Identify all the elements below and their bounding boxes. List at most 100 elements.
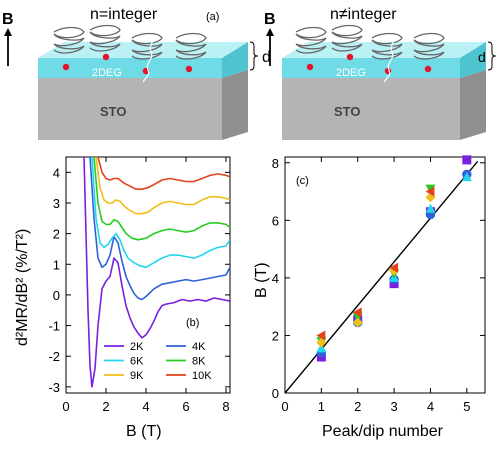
y-tick-label: 6 <box>272 213 279 228</box>
chart-c-x-ticks: 0 1 2 3 4 5 <box>281 157 470 414</box>
y-tick-label: 2 <box>272 328 279 343</box>
orbit-2 <box>89 24 121 52</box>
point-2K <box>462 155 472 165</box>
field-arrow-b <box>266 28 274 66</box>
series-line-9K <box>95 157 230 215</box>
y-tick-label: 8 <box>272 156 279 171</box>
chart-b-legend: 2K 4K 6K 8K 9K 10K <box>104 341 212 382</box>
y-tick-label: 1 <box>53 257 60 272</box>
series-line-2K <box>83 157 230 388</box>
title-a: n=integer <box>90 6 158 23</box>
thickness-label-b: d <box>478 49 486 65</box>
point-6K <box>316 343 327 353</box>
series-line-4K <box>89 157 230 301</box>
chart-c-fit-line <box>284 160 479 394</box>
film-layer: 2DEG <box>38 42 248 79</box>
substrate-label-b: STO <box>334 104 361 119</box>
series-line-6K <box>91 157 230 269</box>
x-tick-label: 8 <box>222 399 229 414</box>
chart-c-y-ticks: 0 2 4 6 8 <box>272 156 485 401</box>
legend-label-10K: 10K <box>192 370 212 382</box>
x-tick-label: 2 <box>102 399 109 414</box>
thickness-brace-b <box>487 41 497 71</box>
schematic-b: STO 2DEG B n≠integer d <box>264 6 497 140</box>
field-arrow-a <box>4 28 12 66</box>
substrate-block: STO <box>38 70 248 140</box>
point-9K <box>352 317 363 328</box>
thickness-label-a: d <box>262 49 271 66</box>
point-10K <box>425 186 435 197</box>
scattering-trace <box>142 39 154 83</box>
legend-label-9K: 9K <box>130 370 144 382</box>
point-9K <box>316 337 327 348</box>
y-tick-label: 0 <box>53 288 60 303</box>
y-tick-label: 3 <box>53 196 60 211</box>
legend-label-4K: 4K <box>192 341 206 353</box>
chart-b-panel-label: (b) <box>186 317 199 329</box>
x-tick-label: 0 <box>281 399 288 414</box>
electron-dot <box>102 53 110 61</box>
film-layer-b: 2DEG <box>282 42 486 79</box>
y-tick-label: 0 <box>272 386 279 401</box>
field-label-a: B <box>2 11 14 28</box>
x-tick-label: 5 <box>463 399 470 414</box>
point-10K <box>389 262 399 273</box>
point-6K <box>461 172 472 182</box>
x-tick-label: 4 <box>142 399 149 414</box>
orbit-1 <box>295 26 327 54</box>
chart-b-series <box>83 157 230 388</box>
legend-label-6K: 6K <box>130 356 144 368</box>
chart-c-xlabel: Peak/dip number <box>322 423 444 440</box>
orbit-4 <box>175 32 207 60</box>
title-b: n≠integer <box>330 6 397 23</box>
point-10K <box>352 307 362 318</box>
field-label-b: B <box>264 11 276 28</box>
x-tick-label: 2 <box>354 399 361 414</box>
cyclotron-orbits-b <box>295 24 445 60</box>
chart-b-ylabel: d²MR/dB² (%/T²) <box>14 229 31 346</box>
orbit-4 <box>413 32 445 60</box>
chart-c-frame <box>284 156 486 394</box>
x-tick-label: 0 <box>62 399 69 414</box>
legend-label-8K: 8K <box>192 356 206 368</box>
x-tick-label: 4 <box>427 399 434 414</box>
y-tick-label: -2 <box>48 349 60 364</box>
chart-c-points <box>316 155 472 362</box>
point-10K <box>316 330 326 341</box>
substrate-label: STO <box>100 104 127 119</box>
chart-b-x-ticks: 0 2 4 6 8 <box>62 157 230 414</box>
electron-dot <box>346 53 354 61</box>
2deg-label: 2DEG <box>92 67 122 79</box>
y-tick-label: 4 <box>272 271 279 286</box>
electron-dot <box>424 65 432 73</box>
chart-c: 0 1 2 3 4 5 0 2 4 6 8 Peak/dip number B (T) (c) <box>253 155 486 440</box>
panel-label-a: (a) <box>206 11 219 23</box>
electron-dot <box>185 65 193 73</box>
cyclotron-orbits <box>53 24 207 60</box>
electrons-b <box>306 53 432 75</box>
scattering-trace-b <box>383 39 395 83</box>
y-tick-label: -3 <box>48 380 60 395</box>
chart-b-xlabel: B (T) <box>126 423 162 440</box>
orbit-1 <box>53 26 85 54</box>
y-tick-label: -1 <box>48 319 60 334</box>
chart-c-panel-label: (c) <box>296 175 309 187</box>
y-tick-label: 4 <box>53 165 60 180</box>
point-6K <box>425 203 436 213</box>
electron-dot <box>306 63 314 71</box>
orbit-2 <box>331 24 363 52</box>
x-tick-label: 3 <box>390 399 397 414</box>
2deg-label-b: 2DEG <box>336 67 366 79</box>
chart-c-ylabel: B (T) <box>253 262 270 298</box>
chart-b-frame <box>65 156 231 394</box>
y-tick-label: 2 <box>53 227 60 242</box>
chart-b-y-ticks: -3 -2 -1 0 1 2 3 4 <box>48 165 230 395</box>
orbit-3 <box>371 32 403 60</box>
series-line-10K <box>97 157 230 190</box>
legend-label-2K: 2K <box>130 341 144 353</box>
series-line-8K <box>93 157 230 241</box>
thickness-brace-a <box>249 41 259 71</box>
x-tick-label: 6 <box>182 399 189 414</box>
